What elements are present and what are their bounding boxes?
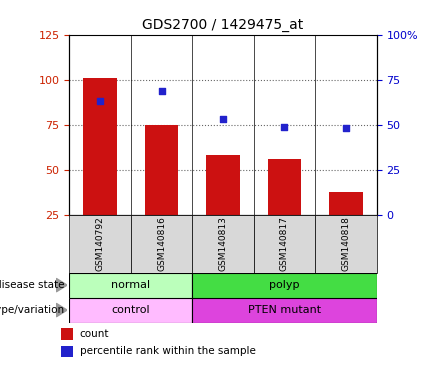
Text: GSM140813: GSM140813 [219, 217, 227, 271]
Bar [315, 215, 377, 273]
Polygon shape [56, 278, 67, 292]
Bar [145, 125, 178, 215]
Text: GSM140792: GSM140792 [96, 217, 104, 271]
Bar [61, 328, 73, 340]
Bar [192, 298, 377, 323]
Point [281, 124, 288, 130]
Bar [131, 215, 192, 273]
Text: GSM140816: GSM140816 [157, 217, 166, 271]
Text: count: count [80, 329, 109, 339]
Text: GSM140817: GSM140817 [280, 217, 289, 271]
Bar [329, 192, 363, 215]
Bar [192, 215, 254, 273]
Bar [192, 273, 377, 298]
Point [220, 116, 226, 122]
Bar [61, 346, 73, 357]
Text: control: control [111, 305, 150, 315]
Bar [206, 156, 240, 215]
Title: GDS2700 / 1429475_at: GDS2700 / 1429475_at [142, 18, 304, 32]
Point [158, 88, 165, 94]
Bar [69, 215, 131, 273]
Text: disease state: disease state [0, 280, 65, 290]
Bar [268, 159, 301, 215]
Text: normal: normal [111, 280, 150, 290]
Bar [254, 215, 315, 273]
Text: PTEN mutant: PTEN mutant [248, 305, 321, 315]
Point [97, 98, 103, 104]
Bar [69, 298, 192, 323]
Text: percentile rank within the sample: percentile rank within the sample [80, 346, 255, 356]
Point [343, 125, 349, 131]
Text: genotype/variation: genotype/variation [0, 305, 65, 315]
Text: polyp: polyp [269, 280, 300, 290]
Text: GSM140818: GSM140818 [342, 217, 350, 271]
Bar [83, 78, 117, 215]
Bar [69, 273, 192, 298]
Polygon shape [56, 303, 67, 317]
